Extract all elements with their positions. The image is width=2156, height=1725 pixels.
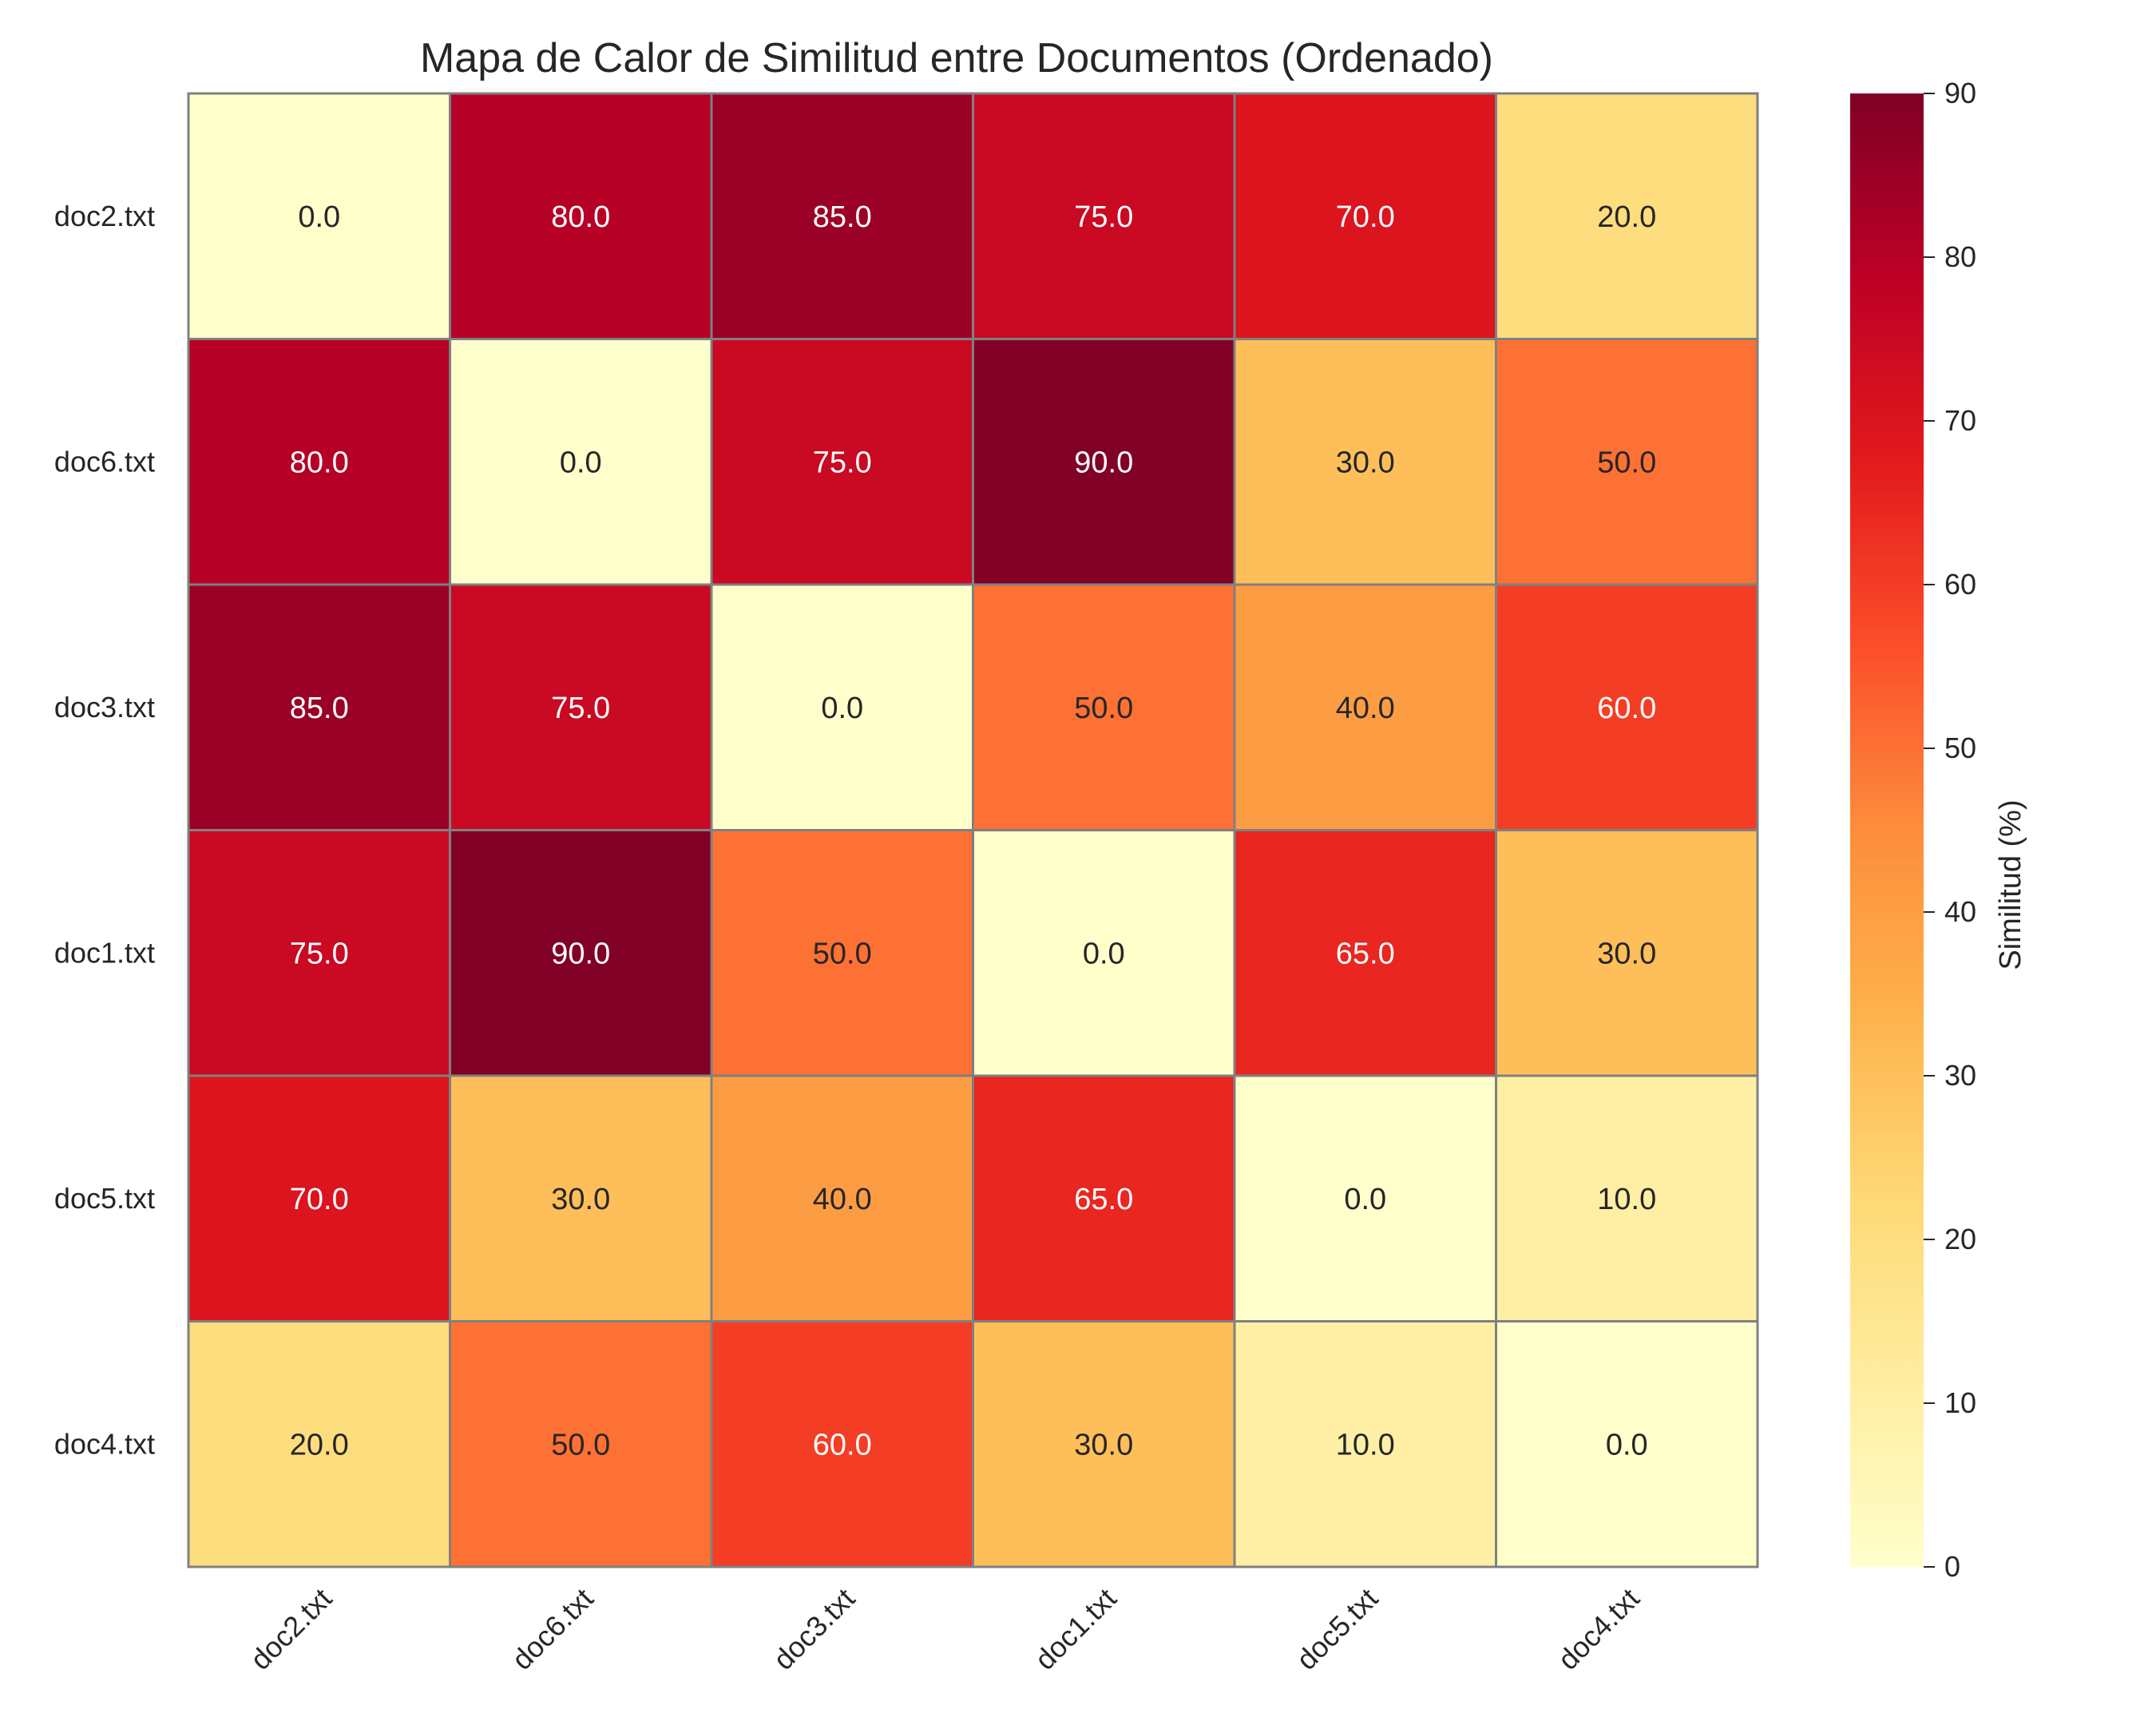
cell-value-label: 30.0 <box>1597 937 1656 970</box>
y-axis-tick-labels: doc2.txt doc6.txt doc3.txt doc1.txt doc5.txt… <box>54 200 155 1461</box>
cell-value-label: 80.0 <box>290 446 349 479</box>
cell-value-label: 75.0 <box>1074 200 1133 234</box>
heatmap-cell-doc5.txt-doc4.txt <box>1495 1074 1759 1322</box>
cell-value-label: 50.0 <box>813 937 872 970</box>
cell-value-label: 0.0 <box>560 446 602 479</box>
y-tick-label: doc1.txt <box>54 936 155 969</box>
x-tick-label: doc6.txt <box>505 1582 600 1676</box>
cell-value-label: 40.0 <box>813 1183 872 1216</box>
heatmap-cell-doc1.txt-doc6.txt <box>449 829 713 1077</box>
cell-value-label: 75.0 <box>551 692 610 725</box>
y-tick-label: doc3.txt <box>54 691 155 724</box>
heatmap-cell-doc1.txt-doc2.txt <box>187 829 451 1077</box>
heatmap-cell-doc6.txt-doc1.txt <box>972 338 1236 586</box>
heatmap-cell-doc2.txt-doc6.txt <box>449 92 713 340</box>
heatmap-cell-doc3.txt-doc3.txt <box>710 583 974 831</box>
colorbar: 0 10 20 30 40 50 60 70 80 90 <box>1850 77 1976 1583</box>
cell-value-label: 0.0 <box>1083 937 1125 970</box>
heatmap-cell-doc1.txt-doc5.txt <box>1233 829 1497 1077</box>
chart-title: Mapa de Calor de Similitud entre Documen… <box>420 35 1493 81</box>
cell-value-label: 75.0 <box>290 937 349 970</box>
colorbar-tick-label: 50 <box>1944 732 1976 764</box>
cell-value-label: 10.0 <box>1336 1428 1395 1461</box>
colorbar-tick-label: 10 <box>1944 1386 1976 1419</box>
heatmap-cells <box>187 92 1759 1568</box>
heatmap-cell-doc6.txt-doc6.txt <box>449 338 713 586</box>
cell-value-label: 80.0 <box>551 200 610 234</box>
heatmap-cell-doc4.txt-doc2.txt <box>187 1320 451 1568</box>
heatmap-cell-doc2.txt-doc5.txt <box>1233 92 1497 340</box>
colorbar-tick-label: 20 <box>1944 1223 1976 1255</box>
colorbar-tick-label: 90 <box>1944 77 1976 109</box>
heatmap-cell-doc1.txt-doc3.txt <box>710 829 974 1077</box>
cell-value-label: 60.0 <box>1597 692 1656 725</box>
x-tick-label: doc4.txt <box>1552 1582 1646 1676</box>
colorbar-tick-label: 60 <box>1944 568 1976 601</box>
heatmap-cell-doc4.txt-doc4.txt <box>1495 1320 1759 1568</box>
heatmap-cell-doc1.txt-doc4.txt <box>1495 829 1759 1077</box>
heatmap-cell-doc5.txt-doc3.txt <box>710 1074 974 1322</box>
cell-value-label: 50.0 <box>1597 446 1656 479</box>
cell-value-label: 20.0 <box>290 1428 349 1461</box>
cell-value-label: 50.0 <box>551 1428 610 1461</box>
colorbar-tick-label: 0 <box>1944 1550 1960 1583</box>
y-tick-label: doc6.txt <box>54 445 155 478</box>
heatmap-cell-doc2.txt-doc4.txt <box>1495 92 1759 340</box>
colorbar-gradient <box>1850 93 1924 1567</box>
x-tick-label: doc2.txt <box>244 1582 338 1676</box>
cell-value-label: 50.0 <box>1074 692 1133 725</box>
cell-value-label: 85.0 <box>290 692 349 725</box>
cell-value-label: 0.0 <box>298 200 340 234</box>
cell-value-label: 40.0 <box>1336 692 1395 725</box>
y-tick-label: doc4.txt <box>54 1427 155 1460</box>
x-tick-label: doc3.txt <box>767 1582 861 1676</box>
heatmap-cell-doc3.txt-doc2.txt <box>187 583 451 831</box>
cell-value-label: 0.0 <box>1344 1183 1386 1216</box>
cell-value-label: 30.0 <box>1336 446 1395 479</box>
cell-value-label: 60.0 <box>813 1428 872 1461</box>
heatmap-cell-doc4.txt-doc1.txt <box>972 1320 1236 1568</box>
cell-value-label: 90.0 <box>1074 446 1133 479</box>
colorbar-tick-label: 30 <box>1944 1059 1976 1092</box>
cell-value-label: 90.0 <box>551 937 610 970</box>
heatmap-cell-labels: 0.0 80.0 85.0 75.0 70.0 20.0 80.0 0.0 75.0 90.0 30… <box>290 200 1656 1462</box>
heatmap-cell-doc3.txt-doc6.txt <box>449 583 713 831</box>
colorbar-label: Similitud (%) <box>1994 799 2027 970</box>
heatmap-cell-doc6.txt-doc4.txt <box>1495 338 1759 586</box>
colorbar-tick-label: 70 <box>1944 404 1976 437</box>
cell-value-label: 65.0 <box>1336 937 1395 970</box>
heatmap-cell-doc4.txt-doc5.txt <box>1233 1320 1497 1568</box>
heatmap-cell-doc2.txt-doc3.txt <box>710 92 974 340</box>
cell-value-label: 85.0 <box>813 200 872 234</box>
cell-value-label: 10.0 <box>1597 1183 1656 1216</box>
heatmap-cell-doc5.txt-doc2.txt <box>187 1074 451 1322</box>
heatmap-cell-doc2.txt-doc2.txt <box>187 92 451 340</box>
heatmap-cell-doc5.txt-doc1.txt <box>972 1074 1236 1322</box>
heatmap-cell-doc3.txt-doc5.txt <box>1233 583 1497 831</box>
x-tick-label: doc1.txt <box>1028 1582 1123 1676</box>
cell-value-label: 70.0 <box>1336 200 1395 234</box>
colorbar-tick-label: 80 <box>1944 240 1976 273</box>
cell-value-label: 70.0 <box>290 1183 349 1216</box>
heatmap-cell-doc3.txt-doc4.txt <box>1495 583 1759 831</box>
heatmap-cell-doc1.txt-doc1.txt <box>972 829 1236 1077</box>
cell-value-label: 30.0 <box>551 1183 610 1216</box>
y-tick-label: doc2.txt <box>54 200 155 232</box>
heatmap-cell-doc2.txt-doc1.txt <box>972 92 1236 340</box>
heatmap-cell-doc5.txt-doc5.txt <box>1233 1074 1497 1322</box>
cell-value-label: 30.0 <box>1074 1428 1133 1461</box>
x-axis-tick-labels: doc2.txt doc6.txt doc3.txt doc1.txt doc5.txt… <box>244 1582 1646 1676</box>
colorbar-tick-label: 40 <box>1944 895 1976 928</box>
heatmap-cell-doc3.txt-doc1.txt <box>972 583 1236 831</box>
cell-value-label: 20.0 <box>1597 200 1656 234</box>
x-tick-label: doc5.txt <box>1290 1582 1384 1676</box>
cell-value-label: 0.0 <box>1606 1428 1648 1461</box>
y-tick-label: doc5.txt <box>54 1182 155 1215</box>
cell-value-label: 65.0 <box>1074 1183 1133 1216</box>
cell-value-label: 0.0 <box>821 692 863 725</box>
cell-value-label: 75.0 <box>813 446 872 479</box>
